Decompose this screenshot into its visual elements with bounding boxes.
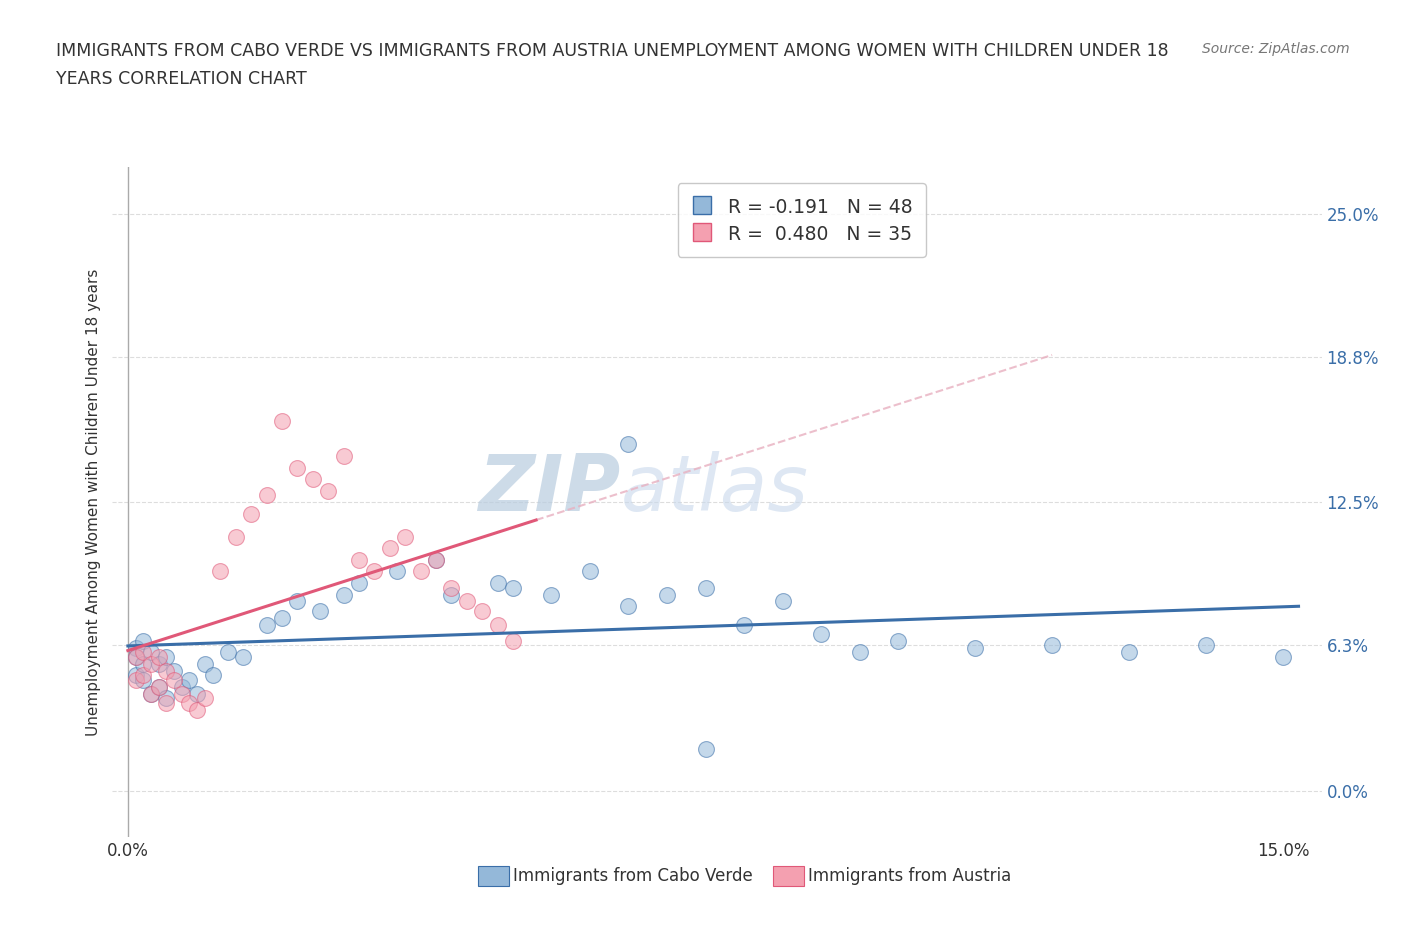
Point <box>409 564 432 578</box>
Point <box>378 541 401 556</box>
Point <box>139 686 162 701</box>
Point <box>772 594 794 609</box>
Point <box>148 657 170 671</box>
Point <box>540 587 562 602</box>
Point <box>848 644 870 659</box>
Point <box>155 649 177 664</box>
Point <box>695 742 717 757</box>
Text: IMMIGRANTS FROM CABO VERDE VS IMMIGRANTS FROM AUSTRIA UNEMPLOYMENT AMONG WOMEN W: IMMIGRANTS FROM CABO VERDE VS IMMIGRANTS… <box>56 42 1168 60</box>
Point <box>271 610 294 625</box>
Point <box>471 604 494 618</box>
Point <box>124 668 146 683</box>
Text: ZIP: ZIP <box>478 451 620 526</box>
Point <box>301 472 323 486</box>
Point <box>256 488 278 503</box>
Point <box>139 644 162 659</box>
Point <box>155 663 177 678</box>
Point <box>1272 649 1295 664</box>
Point <box>887 633 910 648</box>
Point <box>232 649 254 664</box>
Point <box>387 564 409 578</box>
Point <box>1195 638 1218 653</box>
Point <box>132 633 155 648</box>
Point <box>695 580 717 595</box>
Point <box>655 587 678 602</box>
Point <box>285 594 308 609</box>
Point <box>186 686 208 701</box>
Point <box>209 564 232 578</box>
Point <box>194 657 217 671</box>
Point <box>155 691 177 706</box>
Point <box>194 691 217 706</box>
Point <box>256 618 278 632</box>
Point <box>170 686 193 701</box>
Point <box>579 564 602 578</box>
Point <box>456 594 478 609</box>
Point <box>240 506 263 521</box>
Point <box>170 680 193 695</box>
Point <box>1040 638 1063 653</box>
Point <box>733 618 755 632</box>
Point <box>440 587 463 602</box>
Text: YEARS CORRELATION CHART: YEARS CORRELATION CHART <box>56 70 307 87</box>
Point <box>132 657 155 671</box>
Point <box>285 460 308 475</box>
Y-axis label: Unemployment Among Women with Children Under 18 years: Unemployment Among Women with Children U… <box>86 269 101 736</box>
Point <box>186 702 208 717</box>
Point <box>502 633 524 648</box>
Point <box>139 686 162 701</box>
Point <box>486 618 509 632</box>
Text: Source: ZipAtlas.com: Source: ZipAtlas.com <box>1202 42 1350 56</box>
Point <box>179 696 201 711</box>
Point <box>124 640 146 655</box>
Point <box>163 672 186 687</box>
Point <box>179 672 201 687</box>
Text: atlas: atlas <box>620 451 808 526</box>
Point <box>394 529 416 544</box>
Point <box>425 552 447 567</box>
Point <box>217 644 239 659</box>
Text: Immigrants from Austria: Immigrants from Austria <box>808 867 1012 885</box>
Point <box>201 668 224 683</box>
Point <box>124 649 146 664</box>
Point <box>132 644 155 659</box>
Point <box>965 640 987 655</box>
Point <box>332 587 354 602</box>
Point <box>617 437 640 452</box>
Point <box>617 599 640 614</box>
Point <box>363 564 385 578</box>
Point <box>155 696 177 711</box>
Point <box>810 627 832 642</box>
Point <box>139 657 162 671</box>
Text: Immigrants from Cabo Verde: Immigrants from Cabo Verde <box>513 867 754 885</box>
Point <box>132 668 155 683</box>
Point <box>486 576 509 591</box>
Point <box>148 680 170 695</box>
Point <box>148 649 170 664</box>
Point <box>440 580 463 595</box>
Point <box>347 552 370 567</box>
Point <box>225 529 247 544</box>
Point <box>163 663 186 678</box>
Point <box>124 649 146 664</box>
Point <box>124 672 146 687</box>
Legend: R = -0.191   N = 48, R =  0.480   N = 35: R = -0.191 N = 48, R = 0.480 N = 35 <box>678 183 927 257</box>
Point <box>332 448 354 463</box>
Point <box>148 680 170 695</box>
Point <box>1118 644 1140 659</box>
Point <box>316 484 339 498</box>
Point <box>309 604 332 618</box>
Point <box>425 552 447 567</box>
Point <box>271 414 294 429</box>
Point <box>502 580 524 595</box>
Point <box>347 576 370 591</box>
Point <box>132 672 155 687</box>
